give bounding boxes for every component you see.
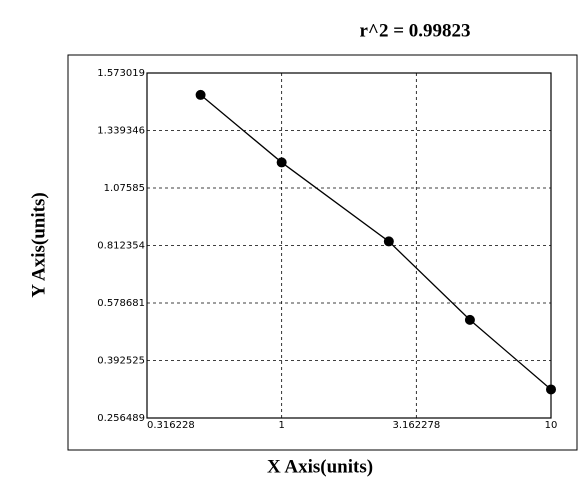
point [546,384,556,395]
point [276,157,287,168]
x-tick-label: 10 [545,420,558,431]
point [383,236,394,247]
y-tick-label: 1.339346 [97,126,145,137]
fit-line [200,94,552,390]
x-tick-label: 3.162278 [392,420,440,431]
y-tick-label: 0.578681 [97,298,145,309]
y-tick-label: 0.256489 [97,413,145,424]
chart-title: r^2 = 0.99823 [359,20,470,41]
y-tick-label: 1.573019 [97,68,145,79]
x-tick-label: 0.316228 [147,420,195,431]
point [195,89,206,100]
y-tick-label: 1.07585 [104,183,145,194]
x-axis-label: X Axis(units) [267,456,373,477]
y-tick-label: 0.392525 [97,356,145,367]
x-tick-label: 1 [278,420,284,431]
plot-frame [146,72,552,419]
outer-frame [67,54,578,451]
y-tick-label: 0.812354 [97,241,145,252]
y-axis-label: Y Axis(units) [28,192,49,297]
point [464,314,475,325]
